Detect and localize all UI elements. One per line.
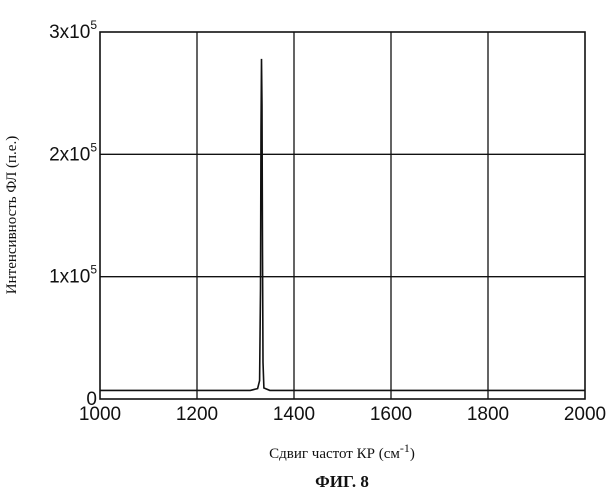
x-tick-label: 2000	[564, 404, 606, 425]
x-axis-label: Сдвиг частот КР (см-1)	[269, 441, 415, 462]
x-tick-labels: 1000 1200 1400 1600 1800 2000	[79, 404, 606, 425]
x-tick-label: 1000	[79, 404, 121, 425]
x-tick-label: 1200	[176, 404, 218, 425]
x-tick-label: 1600	[370, 404, 412, 425]
figure-caption: ФИГ. 8	[315, 472, 369, 491]
y-tick-label: 3x105	[49, 18, 97, 43]
y-tick-label: 0	[86, 389, 97, 410]
y-axis-label: Интенсивность ФЛ (п.е.)	[4, 136, 20, 294]
y-tick-label: 2x105	[49, 140, 97, 165]
y-tick-labels: 0 1x105 2x105 3x105	[49, 18, 97, 410]
plot-frame	[100, 32, 585, 399]
x-tick-label: 1800	[467, 404, 509, 425]
series-line	[100, 59, 585, 391]
x-tick-label: 1400	[273, 404, 315, 425]
grid	[100, 32, 585, 399]
y-tick-label: 1x105	[49, 263, 97, 288]
